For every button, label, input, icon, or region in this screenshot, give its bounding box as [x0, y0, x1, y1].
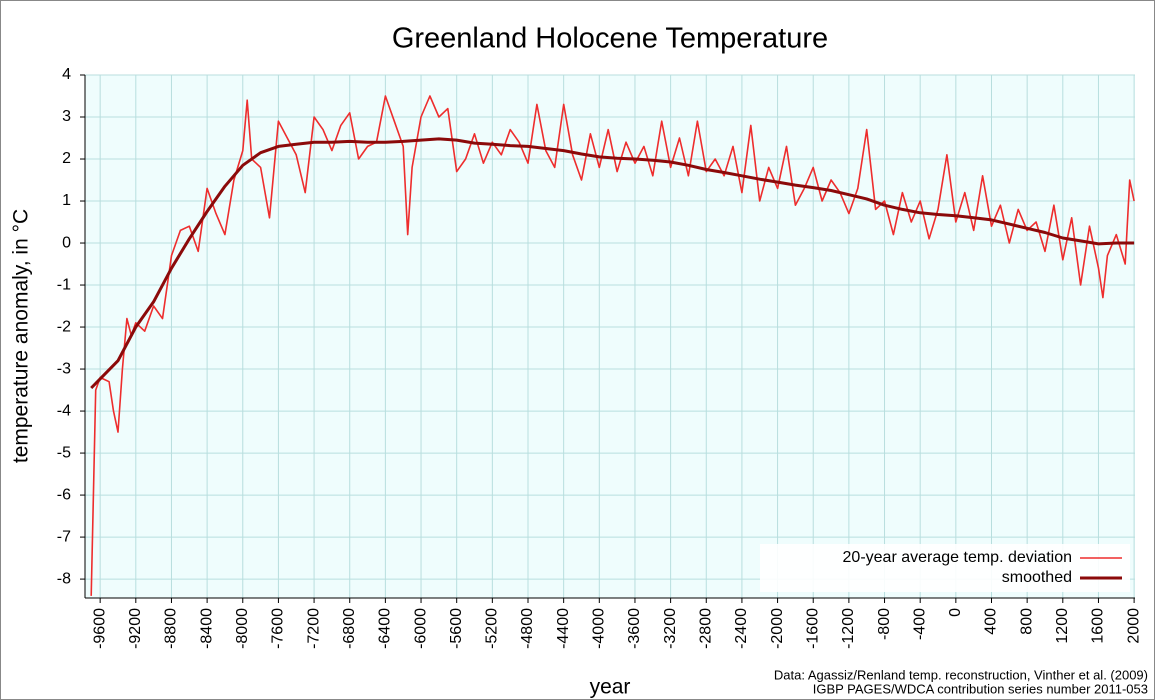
x-tick-label: -6800 — [341, 608, 358, 649]
x-tick-label: -4400 — [555, 608, 572, 649]
y-tick-label: -2 — [57, 318, 71, 335]
y-tick-label: 3 — [62, 108, 71, 125]
data-line — [90, 95, 1135, 596]
x-tick-label: -9200 — [127, 608, 144, 649]
y-tick-label: -7 — [57, 528, 71, 545]
x-axis-label: year — [590, 676, 631, 699]
x-tick-label: -8400 — [198, 608, 215, 649]
x-tick-label: 800 — [1018, 608, 1035, 635]
source-note: Data: Agassiz/Renland temp. reconstructi… — [774, 667, 1148, 682]
x-tick-label: -8800 — [163, 608, 180, 649]
x-tick-label: -7600 — [270, 608, 287, 649]
x-tick-label: -800 — [876, 608, 893, 640]
legend-label: 20-year average temp. deviation — [843, 549, 1072, 566]
x-tick-label: -1600 — [804, 608, 821, 649]
x-tick-label: -4800 — [519, 608, 536, 649]
y-tick-label: -3 — [57, 360, 71, 377]
y-tick-label: -1 — [57, 276, 71, 293]
y-tick-label: 0 — [62, 234, 71, 251]
x-tick-label: -1200 — [840, 608, 857, 649]
x-tick-label: -9600 — [91, 608, 108, 649]
y-tick-label: 1 — [62, 192, 71, 209]
x-tick-label: 400 — [983, 608, 1000, 635]
y-tick-label: -6 — [57, 486, 71, 503]
y-tick-label: 2 — [62, 150, 71, 167]
x-tick-label: -3200 — [662, 608, 679, 649]
x-tick-label: -4000 — [591, 608, 608, 649]
y-axis-label: temperature anomaly, in °C — [10, 209, 33, 463]
y-tick-label: -4 — [57, 402, 71, 419]
x-tick-label: -7200 — [305, 608, 322, 649]
data-line — [90, 137, 1135, 390]
x-tick-label: 1600 — [1090, 608, 1107, 644]
x-tick-label: 0 — [947, 608, 964, 617]
x-tick-label: -5200 — [484, 608, 501, 649]
source-note: IGBP PAGES/WDCA contribution series numb… — [813, 681, 1148, 696]
plot-area — [85, 75, 1135, 598]
x-tick-label: 1200 — [1054, 608, 1071, 644]
x-tick-label: -400 — [911, 608, 928, 640]
legend-box — [760, 544, 1130, 592]
x-tick-label: -2000 — [769, 608, 786, 649]
x-tick-label: -6400 — [377, 608, 394, 649]
x-tick-label: 2000 — [1125, 608, 1142, 644]
y-tick-label: 4 — [62, 66, 71, 83]
chart-title: Greenland Holocene Temperature — [392, 23, 828, 55]
x-tick-label: -2800 — [697, 608, 714, 649]
legend-label: smoothed — [1002, 569, 1072, 586]
x-tick-label: -5600 — [448, 608, 465, 649]
x-tick-label: -6000 — [412, 608, 429, 649]
y-tick-label: -8 — [57, 570, 71, 587]
x-tick-label: -2400 — [733, 608, 750, 649]
x-tick-label: -3600 — [626, 608, 643, 649]
x-tick-label: -8000 — [234, 608, 251, 649]
y-tick-label: -5 — [57, 444, 71, 461]
